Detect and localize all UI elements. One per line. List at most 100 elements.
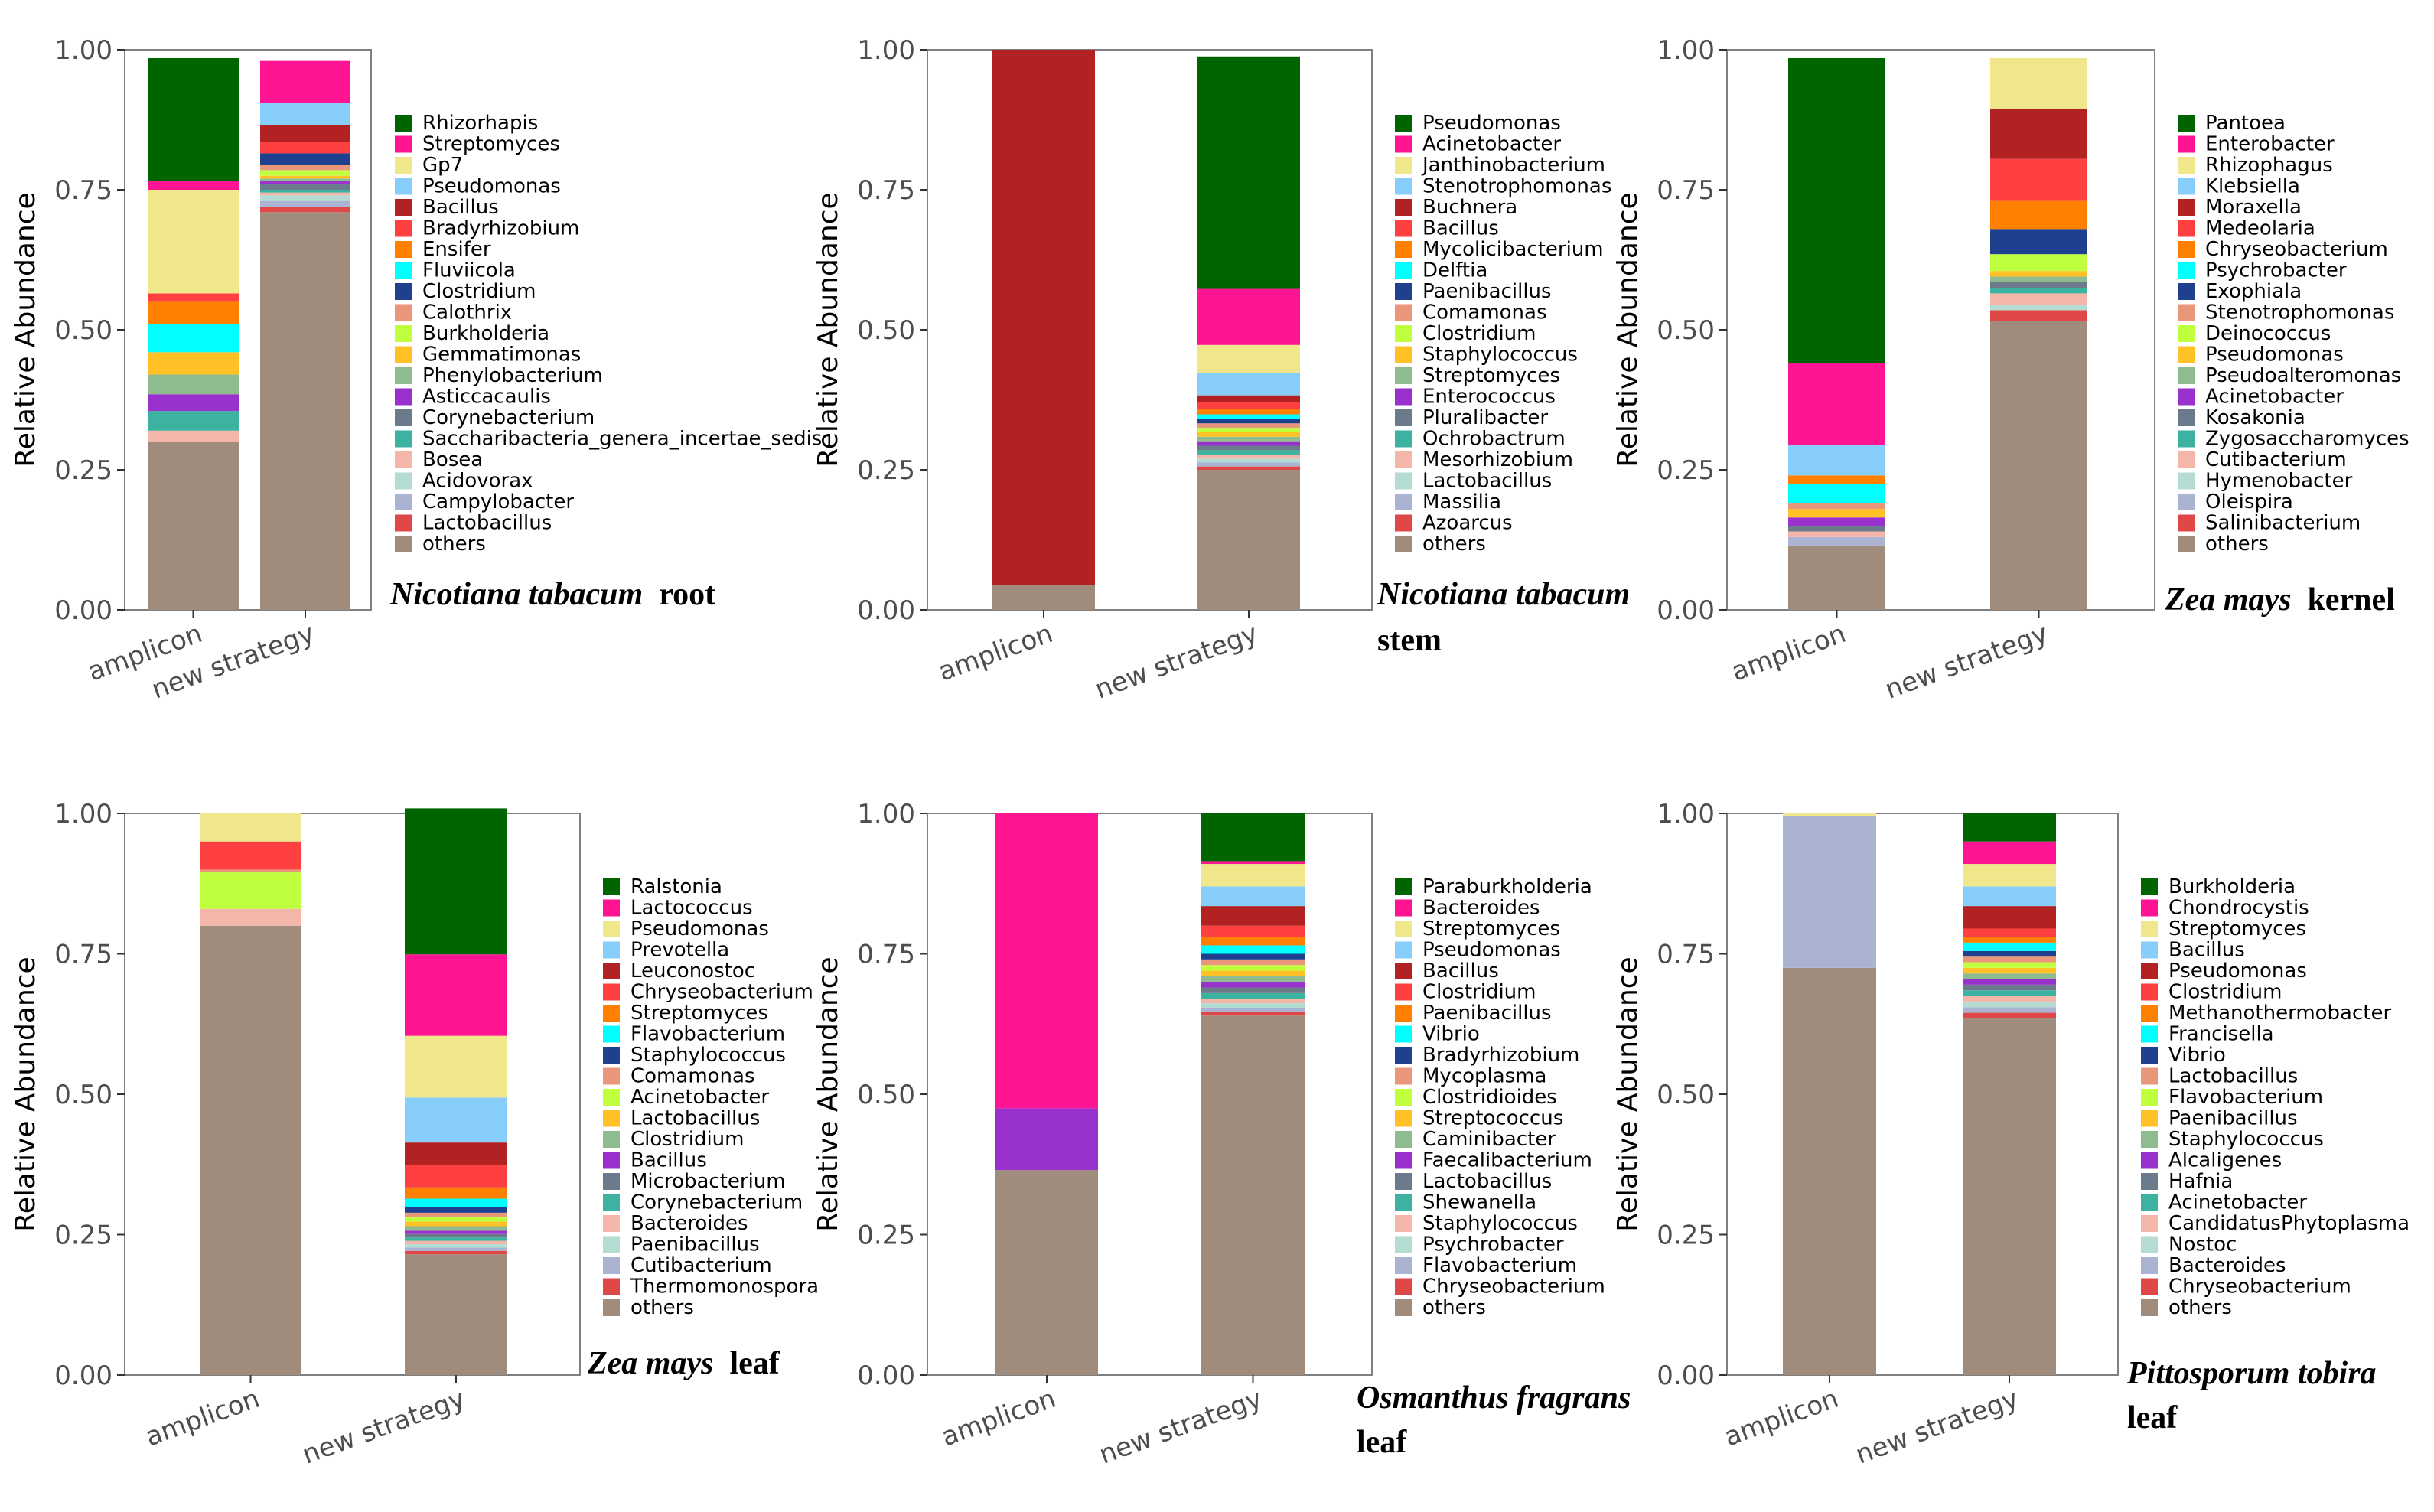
legend-label: Delftia (1422, 259, 1487, 282)
legend-swatch (1395, 983, 1412, 1001)
bar-segment-campylobacter (260, 200, 350, 207)
bar-segment-paenibacillus (1963, 967, 2056, 974)
legend-swatch (1395, 1194, 1412, 1211)
bar-segment-flavobacterium (405, 1198, 507, 1207)
legend-swatch (2141, 1047, 2158, 1064)
bar-segment-pantoea (1788, 57, 1885, 363)
bar-segment-streptomyces (260, 60, 350, 103)
legend-label: Bacillus (2168, 939, 2245, 962)
bar-segment-bacillus (1201, 906, 1305, 926)
legend-swatch (1395, 1257, 1412, 1274)
caption-tissue: leaf (1357, 1425, 1407, 1460)
legend-swatch (603, 941, 620, 959)
legend-label: Alcaligenes (2168, 1149, 2282, 1172)
bar-segment-streptomyces (1197, 436, 1300, 442)
y-tick-label: 0.50 (54, 1080, 112, 1110)
bar-segment-saccharibacteria-genera-incertae-sedis (148, 411, 239, 431)
legend-label: Cutibacterium (630, 1254, 772, 1277)
legend-label: Flavobacterium (2168, 1086, 2323, 1109)
legend-swatch (2141, 1089, 2158, 1106)
legend-swatch (2141, 921, 2158, 937)
legend-label: Rhizophagus (2205, 154, 2333, 177)
legend-swatch (1395, 135, 1412, 153)
legend-label: Lactobacillus (2168, 1065, 2298, 1088)
legend-label: Gp7 (422, 154, 463, 177)
bar-segment-streptomyces (1201, 864, 1305, 887)
legend-swatch (395, 115, 412, 132)
legend-label: Buchnera (1422, 196, 1517, 219)
legend-swatch (2178, 472, 2195, 490)
legend-label: Kosakonia (2205, 406, 2305, 429)
y-tick-label: 0.75 (1657, 940, 1715, 970)
legend-label: Deinococcus (2205, 322, 2331, 345)
legend-label: Gemmatimonas (422, 344, 581, 367)
legend-swatch (395, 157, 412, 174)
legend-label: Stenotrophomonas (1422, 175, 1611, 198)
bar-segment-ralstonia (405, 808, 507, 955)
legend-label: Faecalibacterium (1422, 1149, 1592, 1172)
bar-segment-bacteroides (995, 813, 1098, 1109)
bar-segment-chondrocystis (1963, 841, 2056, 865)
legend-label: Paenibacillus (1422, 280, 1552, 303)
bar-segment-buchnera (992, 50, 1095, 585)
bar-segment-bacteroides (200, 908, 301, 926)
legend-label: Bacteroides (630, 1212, 748, 1235)
bar-segment-hymenobacter (1990, 305, 2087, 311)
legend-label: Saccharibacteria_genera_incertae_sedis (422, 428, 822, 451)
legend-label: Pseudomonas (2205, 344, 2344, 367)
legend-label: Calothrix (422, 301, 512, 324)
legend-swatch (603, 1173, 620, 1190)
legend-label: others (1422, 1296, 1486, 1319)
legend-label: Chryseobacterium (2205, 238, 2388, 261)
bar-segment-hafnia (1963, 984, 2056, 991)
legend-label: Pseudomonas (2168, 960, 2307, 982)
legend-label: Streptococcus (1422, 1107, 1563, 1130)
y-tick-label: 0.00 (54, 1360, 112, 1391)
legend-label: Salinibacterium (2205, 512, 2361, 535)
bar-segment-bacillus (1197, 402, 1300, 409)
legend-label: Acinetobacter (1422, 133, 1561, 156)
legend-swatch (603, 899, 620, 917)
y-tick-label: 0.00 (1657, 595, 1715, 626)
legend-label: Chryseobacterium (1422, 1276, 1605, 1299)
caption-species: Zea mays (587, 1346, 713, 1381)
legend-swatch (2141, 963, 2158, 979)
caption-species: Zea mays (2165, 582, 2291, 618)
bar-segment-lactobacillus (260, 206, 350, 213)
legend-swatch (2141, 878, 2158, 895)
legend-swatch (2178, 241, 2195, 258)
legend-swatch (395, 472, 412, 490)
bar-segment-pseudomonas (260, 103, 350, 125)
legend-swatch (1395, 304, 1412, 321)
legend-label: Chryseobacterium (2168, 1276, 2351, 1299)
x-tick-label: amplicon (937, 1383, 1060, 1453)
x-tick-label: amplicon (1720, 1383, 1843, 1453)
bar-segment-cutibacterium (405, 1247, 507, 1251)
legend-label: Cutibacterium (2205, 448, 2347, 471)
legend-swatch (2141, 899, 2158, 917)
legend-label: Bacillus (1422, 960, 1499, 982)
bar-segment-clostridioides (1201, 965, 1305, 971)
bar-segment-moraxella (1990, 108, 2087, 159)
legend-swatch (2178, 409, 2195, 426)
caption-space (643, 577, 659, 612)
legend-swatch (603, 1131, 620, 1148)
bar-segment-acinetobacter (405, 1217, 507, 1222)
bar-segment-medeolaria (1990, 158, 2087, 201)
chart-panel-4: amplicon new strategy 0.00 0.25 0.50 0.75 1.00… (10, 799, 819, 1471)
bar-segment-ochrobactrum (1197, 450, 1300, 455)
legend-swatch (603, 1236, 620, 1253)
y-tick-label: 1.00 (1657, 35, 1715, 66)
legend-swatch (1395, 1005, 1412, 1022)
legend-label: Mycoplasma (1422, 1065, 1547, 1088)
legend-label: Clostridioides (1422, 1086, 1557, 1109)
bar-segment-flavobacterium (1201, 1007, 1305, 1012)
legend-label: Nostoc (2168, 1233, 2237, 1256)
bar-segment-asticcacaulis (148, 394, 239, 412)
legend-swatch (2141, 1278, 2158, 1295)
y-axis-title: Relative Abundance (1612, 956, 1644, 1231)
chart-panel-6: amplicon new strategy 0.00 0.25 0.50 0.75 1.00… (1612, 799, 2410, 1471)
bar-segment-francisella (1963, 942, 2056, 951)
y-tick-label: 0.75 (54, 175, 112, 206)
bar-segment-clostridium (405, 1226, 507, 1231)
